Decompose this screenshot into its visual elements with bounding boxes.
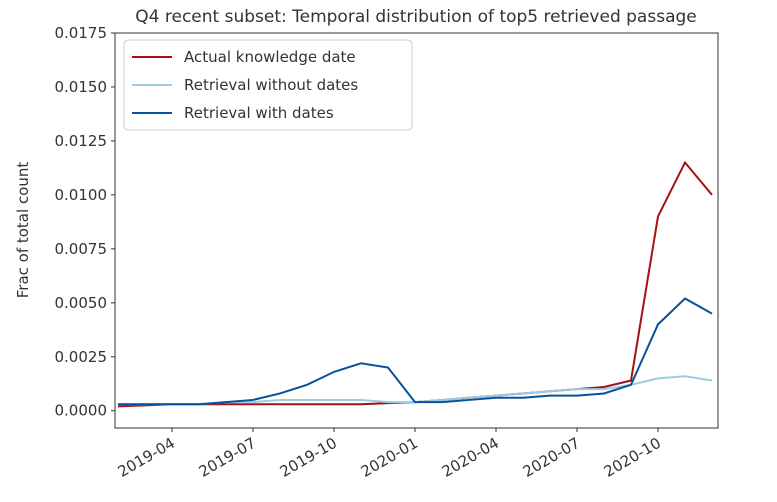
y-tick-label: 0.0125 — [55, 132, 108, 150]
x-tick-label: 2020-10 — [601, 434, 664, 481]
x-tick-label: 2019-10 — [277, 434, 340, 481]
y-tick-label: 0.0000 — [55, 402, 108, 420]
y-tick-label: 0.0100 — [55, 186, 108, 204]
series-line — [118, 375, 713, 406]
series-line — [117, 160, 713, 408]
y-tick-label: 0.0075 — [55, 240, 108, 258]
legend: Actual knowledge date Retrieval without d… — [123, 39, 413, 131]
legend-label: Actual knowledge date — [184, 48, 356, 66]
legend-label: Retrieval without dates — [184, 76, 358, 94]
y-tick-label: 0.0150 — [55, 78, 108, 96]
y-tick-label: 0.0025 — [55, 348, 108, 366]
x-tick-label: 2020-04 — [439, 434, 502, 481]
plot-frame — [114, 32, 719, 429]
x-tick-label: 2020-01 — [358, 434, 421, 481]
legend-label: Retrieval with dates — [184, 104, 334, 122]
y-tick-label: 0.0050 — [55, 294, 108, 312]
x-tick-label: 2019-04 — [115, 434, 178, 481]
chart-title: Q4 recent subset: Temporal distribution … — [135, 7, 696, 27]
series-line — [118, 297, 713, 406]
x-tick-label: 2019-07 — [196, 434, 259, 481]
x-tick-label: 2020-07 — [520, 434, 583, 481]
legend-box — [123, 39, 413, 131]
y-axis-label: Frac of total count — [14, 162, 32, 299]
y-tick-label: 0.0175 — [55, 24, 108, 42]
